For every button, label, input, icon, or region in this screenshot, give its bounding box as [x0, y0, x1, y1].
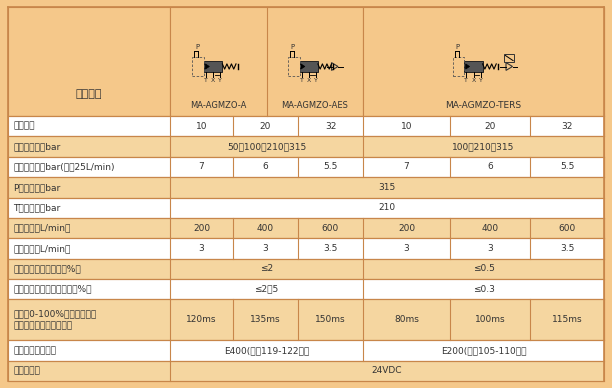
Text: 210: 210	[378, 203, 395, 212]
Text: 100ms: 100ms	[475, 315, 506, 324]
Text: 3: 3	[487, 244, 493, 253]
Text: 3.5: 3.5	[560, 244, 574, 253]
Text: 信号从0-100%变化时的响应
时间（取决于测试条件）: 信号从0-100%变化时的响应 时间（取决于测试条件）	[13, 310, 96, 330]
Text: T: T	[465, 78, 468, 83]
Bar	[8, 177, 604, 197]
Text: P: P	[455, 43, 460, 50]
Text: 135ms: 135ms	[250, 315, 281, 324]
Bar	[8, 300, 604, 340]
Polygon shape	[466, 64, 469, 69]
Text: 5.5: 5.5	[560, 163, 574, 171]
Text: 规格尺寸: 规格尺寸	[13, 122, 34, 131]
Text: 50；100；210；315: 50；100；210；315	[227, 142, 306, 151]
Bar	[8, 238, 604, 259]
Bar	[504, 54, 515, 62]
Text: Y: Y	[218, 78, 222, 83]
Text: 400: 400	[257, 223, 274, 233]
Bar	[465, 61, 483, 72]
Text: MA-AGMZO-A: MA-AGMZO-A	[190, 102, 247, 111]
Text: ≤0.3: ≤0.3	[472, 285, 494, 294]
Text: 最大流量（L/min）: 最大流量（L/min）	[13, 223, 70, 233]
Bar	[8, 279, 604, 300]
Bar	[8, 197, 604, 218]
Text: 重复精度（最大被调压力的%）: 重复精度（最大被调压力的%）	[13, 285, 92, 294]
Text: 80ms: 80ms	[394, 315, 419, 324]
Text: 400: 400	[482, 223, 499, 233]
Text: 3: 3	[199, 244, 204, 253]
Bar	[8, 7, 170, 116]
Text: X: X	[471, 78, 476, 83]
Text: 6: 6	[263, 163, 269, 171]
Text: 放大器类型及插头: 放大器类型及插头	[13, 346, 56, 355]
Bar	[192, 57, 204, 76]
Text: E200(详见105-110页）: E200(详见105-110页）	[441, 346, 526, 355]
Bar	[8, 259, 604, 279]
Text: 5.5: 5.5	[323, 163, 338, 171]
Bar	[8, 157, 604, 177]
Text: 32: 32	[561, 122, 573, 131]
Text: 滞环（最大被调压力的%）: 滞环（最大被调压力的%）	[13, 264, 81, 274]
Polygon shape	[301, 64, 305, 69]
Text: X: X	[211, 78, 215, 83]
Bar	[453, 57, 465, 76]
Text: E400(详见119-122页）: E400(详见119-122页）	[224, 346, 309, 355]
Bar	[204, 61, 222, 72]
Bar	[288, 57, 300, 76]
Text: T: T	[300, 78, 304, 83]
Bar	[8, 116, 604, 137]
Text: 液压符号: 液压符号	[76, 89, 102, 99]
Text: 600: 600	[322, 223, 339, 233]
Text: ≤0.5: ≤0.5	[472, 264, 494, 274]
Text: P: P	[195, 43, 200, 50]
Text: MA-AGMZO-AES: MA-AGMZO-AES	[282, 102, 348, 111]
Bar	[8, 340, 604, 360]
Bar	[363, 7, 604, 116]
Text: 32: 32	[325, 122, 336, 131]
Text: 20: 20	[260, 122, 271, 131]
Text: 3: 3	[263, 244, 269, 253]
Text: 200: 200	[193, 223, 210, 233]
Text: 6: 6	[487, 163, 493, 171]
Text: 最大调节压力bar: 最大调节压力bar	[13, 142, 60, 151]
Text: 600: 600	[558, 223, 576, 233]
Text: 放大器电源: 放大器电源	[13, 366, 40, 375]
Text: 最小调节压力bar(流量25L/min): 最小调节压力bar(流量25L/min)	[13, 163, 114, 171]
Bar	[300, 61, 318, 72]
Text: 7: 7	[199, 163, 204, 171]
Bar	[8, 7, 604, 116]
Polygon shape	[206, 64, 209, 69]
Text: 120ms: 120ms	[186, 315, 217, 324]
Bar	[170, 7, 363, 116]
Text: 10: 10	[401, 122, 412, 131]
Bar	[8, 137, 604, 157]
Text: 10: 10	[196, 122, 207, 131]
Text: ≤2．5: ≤2．5	[255, 285, 278, 294]
Text: MA-AGMZO-TERS: MA-AGMZO-TERS	[446, 102, 521, 111]
Text: 3: 3	[404, 244, 409, 253]
Text: T口最大压力bar: T口最大压力bar	[13, 203, 60, 212]
Text: P: P	[291, 43, 295, 50]
Text: 7: 7	[404, 163, 409, 171]
Text: X: X	[307, 78, 311, 83]
Text: 115ms: 115ms	[551, 315, 582, 324]
Text: 最小流量（L/min）: 最小流量（L/min）	[13, 244, 70, 253]
Text: 315: 315	[378, 183, 395, 192]
Text: P口最大压力bar: P口最大压力bar	[13, 183, 60, 192]
Text: T: T	[204, 78, 208, 83]
Text: 24VDC: 24VDC	[371, 366, 402, 375]
Text: 100；210；315: 100；210；315	[452, 142, 515, 151]
Text: ≤2: ≤2	[260, 264, 273, 274]
Text: 150ms: 150ms	[315, 315, 346, 324]
Bar	[8, 218, 604, 238]
Text: 3.5: 3.5	[323, 244, 338, 253]
Text: 20: 20	[484, 122, 496, 131]
Bar	[8, 360, 604, 381]
Text: 200: 200	[398, 223, 415, 233]
Text: Y: Y	[314, 78, 318, 83]
Text: Y: Y	[479, 78, 483, 83]
